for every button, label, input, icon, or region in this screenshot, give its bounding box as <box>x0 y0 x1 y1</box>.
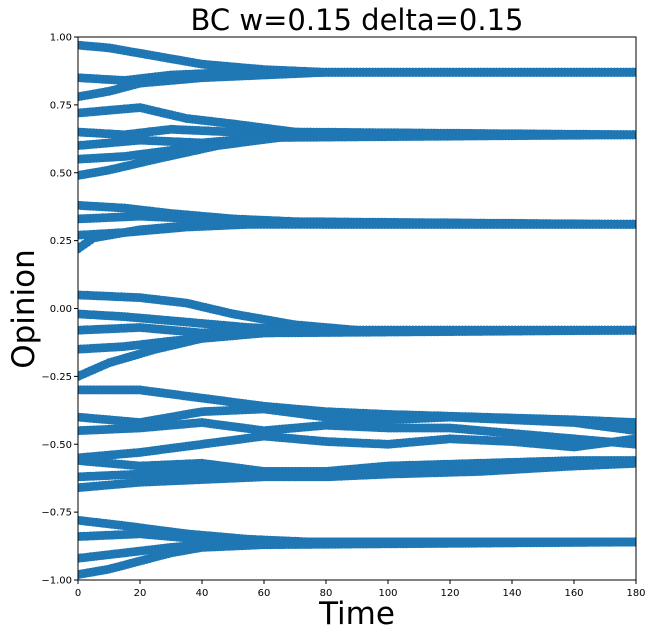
data-point <box>631 458 636 468</box>
plot-background <box>78 37 636 580</box>
data-point <box>631 418 636 427</box>
data-point <box>631 130 636 140</box>
series-trajectory <box>78 130 636 180</box>
series-trajectory <box>78 458 636 493</box>
series-trajectory <box>78 537 636 580</box>
data-point <box>631 67 636 77</box>
data-point <box>631 426 636 436</box>
data-point <box>631 325 636 335</box>
chart-title: BC w=0.15 delta=0.15 <box>191 3 524 37</box>
data-point <box>631 219 636 229</box>
series-trajectory <box>78 67 636 102</box>
series-trajectory <box>78 219 636 254</box>
data-point <box>631 434 636 444</box>
series-trajectory <box>78 325 636 381</box>
series-trajectory <box>78 431 636 463</box>
series-trajectory <box>78 404 636 436</box>
plot-area <box>77 36 637 581</box>
data-points <box>78 40 636 580</box>
